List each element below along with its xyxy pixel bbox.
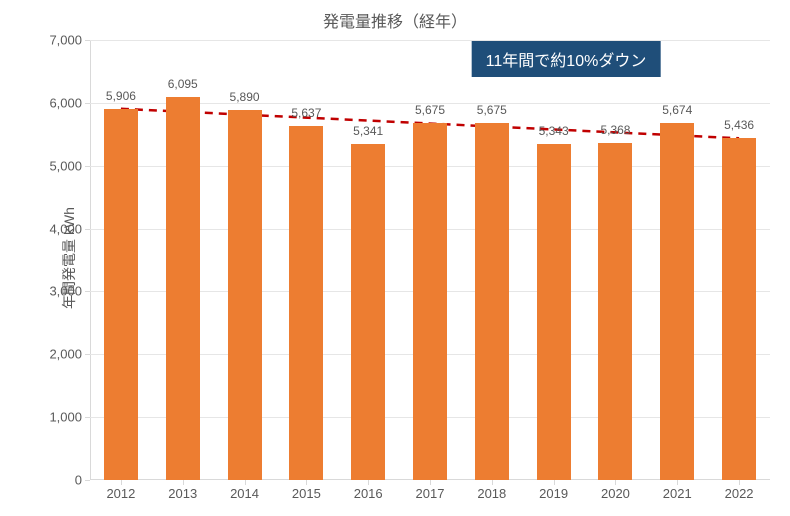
x-tick-mark [739, 480, 740, 485]
chart-title: 発電量推移（経年） [0, 8, 790, 32]
y-tick-mark [85, 103, 90, 104]
x-tick-mark [430, 480, 431, 485]
y-tick-label: 6,000 [49, 95, 82, 110]
bar [228, 110, 262, 480]
bar-value-label: 5,368 [600, 123, 630, 137]
x-tick-label: 2013 [168, 486, 197, 501]
x-tick-label: 2014 [230, 486, 259, 501]
bar-value-label: 5,343 [539, 124, 569, 138]
y-tick-mark [85, 417, 90, 418]
y-tick-mark [85, 291, 90, 292]
bar-value-label: 5,906 [106, 89, 136, 103]
x-tick-mark [183, 480, 184, 485]
x-tick-label: 2020 [601, 486, 630, 501]
bar-value-label: 5,637 [291, 106, 321, 120]
y-tick-label: 4,000 [49, 221, 82, 236]
bar-value-label: 6,095 [168, 77, 198, 91]
y-tick-label: 2,000 [49, 347, 82, 362]
bar-value-label: 5,675 [415, 103, 445, 117]
x-tick-label: 2017 [416, 486, 445, 501]
bar [598, 143, 632, 480]
x-tick-mark [306, 480, 307, 485]
bar [166, 97, 200, 480]
y-tick-mark [85, 229, 90, 230]
bar-value-label: 5,341 [353, 124, 383, 138]
bar [289, 126, 323, 480]
y-tick-label: 3,000 [49, 284, 82, 299]
y-tick-label: 7,000 [49, 33, 82, 48]
x-tick-mark [615, 480, 616, 485]
x-tick-mark [554, 480, 555, 485]
bar [351, 144, 385, 480]
grid-line [90, 40, 770, 41]
y-tick-mark [85, 354, 90, 355]
x-tick-mark [121, 480, 122, 485]
x-tick-label: 2016 [354, 486, 383, 501]
bar [475, 123, 509, 480]
chart-container: 発電量推移（経年） 年間発電量 kWh 01,0002,0003,0004,00… [0, 0, 790, 516]
bar-value-label: 5,436 [724, 118, 754, 132]
x-tick-mark [368, 480, 369, 485]
y-tick-mark [85, 166, 90, 167]
bar [413, 123, 447, 480]
x-tick-mark [677, 480, 678, 485]
plot-area: 01,0002,0003,0004,0005,0006,0007,0005,90… [90, 40, 770, 480]
x-tick-label: 2012 [106, 486, 135, 501]
x-tick-label: 2015 [292, 486, 321, 501]
bar-value-label: 5,675 [477, 103, 507, 117]
y-tick-mark [85, 40, 90, 41]
x-tick-mark [245, 480, 246, 485]
bar [104, 109, 138, 480]
x-tick-label: 2018 [477, 486, 506, 501]
y-tick-label: 5,000 [49, 158, 82, 173]
bar-value-label: 5,674 [662, 103, 692, 117]
y-tick-label: 0 [75, 473, 82, 488]
y-axis-line [90, 40, 91, 480]
bar-value-label: 5,890 [230, 90, 260, 104]
bar [722, 138, 756, 480]
x-tick-label: 2021 [663, 486, 692, 501]
callout-box: 11年間で約10%ダウン [472, 41, 661, 77]
x-tick-label: 2019 [539, 486, 568, 501]
bar [537, 144, 571, 480]
x-tick-label: 2022 [725, 486, 754, 501]
y-tick-label: 1,000 [49, 410, 82, 425]
bar [660, 123, 694, 480]
y-tick-mark [85, 480, 90, 481]
x-tick-mark [492, 480, 493, 485]
